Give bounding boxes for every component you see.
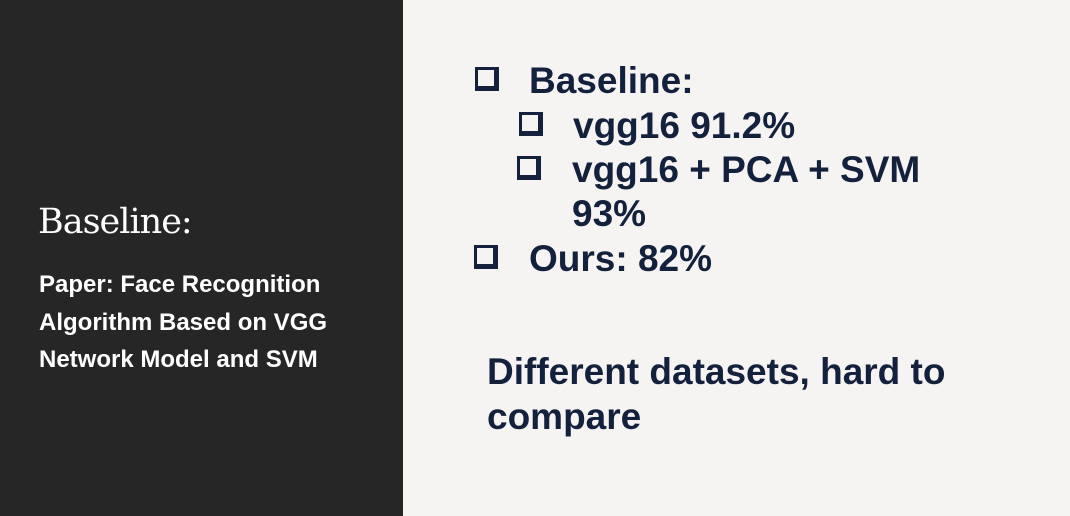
- bullet-label: Baseline:: [529, 60, 694, 101]
- checkbox-icon: [517, 156, 541, 180]
- bullet-vgg16-pca-svm: vgg16 + PCA + SVM 93%: [517, 148, 992, 236]
- sidebar-panel: Baseline: Paper: Face Recognition Algori…: [0, 0, 403, 516]
- content-panel: Baseline: vgg16 91.2% vgg16 + PCA + SVM …: [403, 0, 1070, 516]
- checkbox-icon: [474, 245, 498, 269]
- bullet-label: vgg16 + PCA + SVM 93%: [572, 149, 921, 234]
- checkbox-icon: [519, 112, 543, 136]
- bullet-ours: Ours: 82%: [474, 237, 712, 281]
- bullet-baseline: Baseline:: [475, 59, 694, 103]
- bullet-vgg16: vgg16 91.2%: [519, 104, 795, 148]
- checkbox-icon: [475, 67, 499, 91]
- sidebar-subtitle: Paper: Face Recognition Algorithm Based …: [39, 271, 328, 373]
- sidebar-title: Baseline:: [38, 202, 193, 242]
- bullet-label: vgg16 91.2%: [573, 105, 796, 146]
- bullet-label: Ours: 82%: [529, 238, 713, 279]
- comparison-note: Different datasets, hard to compare: [487, 351, 946, 437]
